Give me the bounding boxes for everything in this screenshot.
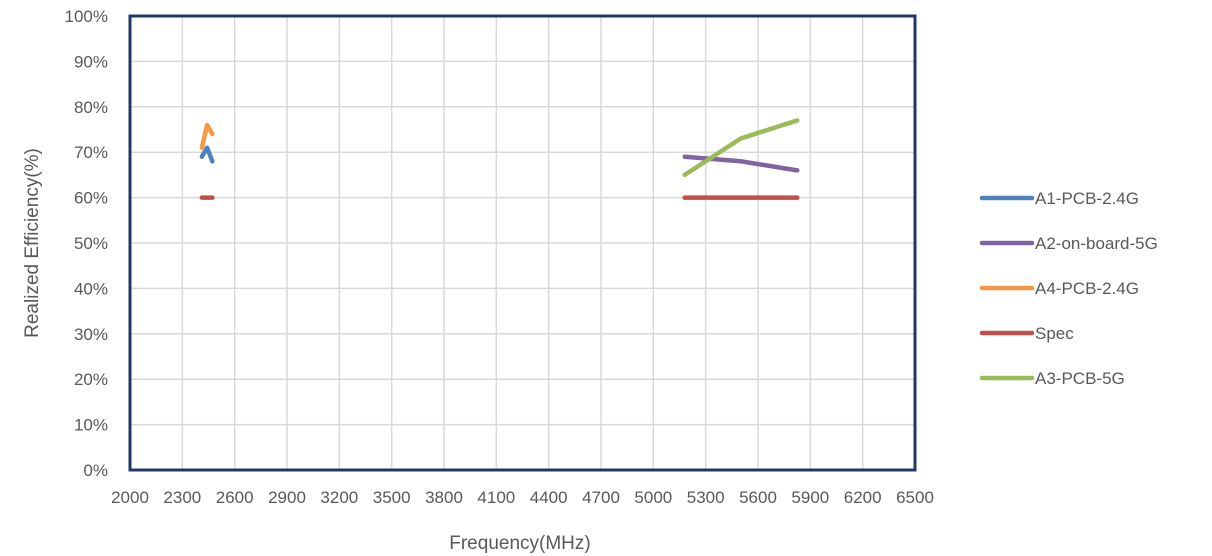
x-tick-label: 3500 xyxy=(373,488,411,507)
plot-area-border xyxy=(128,14,917,472)
x-axis-ticks: 2000 2300 2600 2900 3200 3500 3800 4100 4400 4700… xyxy=(111,488,934,507)
x-tick-label: 2900 xyxy=(268,488,306,507)
y-tick-label: 100% xyxy=(65,7,108,26)
x-tick-label: 5300 xyxy=(687,488,725,507)
y-tick-label: 20% xyxy=(74,370,108,389)
x-tick-label: 4700 xyxy=(582,488,620,507)
y-axis-title: Realized Efficiency(%) xyxy=(22,148,43,338)
series-line-a4-pcb-2-4g xyxy=(199,122,215,150)
x-tick-label: 4100 xyxy=(477,488,515,507)
y-tick-label: 90% xyxy=(74,52,108,71)
x-tick-label: 2300 xyxy=(163,488,201,507)
legend-label-a1-pcb-2-4g: A1-PCB-2.4G xyxy=(1035,189,1139,208)
x-tick-label: 4400 xyxy=(530,488,568,507)
x-tick-label: 5900 xyxy=(791,488,829,507)
x-tick-label: 6200 xyxy=(844,488,882,507)
x-tick-label: 5000 xyxy=(634,488,672,507)
series-line-a1-pcb-2-4g xyxy=(199,145,215,164)
y-tick-label: 50% xyxy=(74,234,108,253)
legend: A1-PCB-2.4G A2-on-board-5G A4-PCB-2.4G Spec… xyxy=(979,189,1158,388)
legend-label-a3-pcb-5g: A3-PCB-5G xyxy=(1035,369,1125,388)
legend-label-spec: Spec xyxy=(1035,324,1074,343)
x-tick-label: 2000 xyxy=(111,488,149,507)
x-tick-label: 3800 xyxy=(425,488,463,507)
legend-label-a4-pcb-2-4g: A4-PCB-2.4G xyxy=(1035,279,1139,298)
x-tick-label: 2600 xyxy=(216,488,254,507)
x-tick-label: 5600 xyxy=(739,488,777,507)
y-tick-label: 0% xyxy=(83,461,108,480)
y-tick-label: 40% xyxy=(74,279,108,298)
x-tick-label: 6500 xyxy=(896,488,934,507)
y-tick-label: 70% xyxy=(74,143,108,162)
series-line-a2-on-board-5g xyxy=(682,154,800,173)
series-line-a3-pcb-5g xyxy=(682,118,800,178)
series-lines xyxy=(199,118,800,200)
grid xyxy=(129,15,916,471)
y-axis-ticks: 0% 10% 20% 30% 40% 50% 60% 70% 80% 90% 100% xyxy=(65,7,108,480)
y-tick-label: 30% xyxy=(74,325,108,344)
legend-label-a2-on-board-5g: A2-on-board-5G xyxy=(1035,234,1158,253)
x-tick-label: 3200 xyxy=(320,488,358,507)
x-axis-title: Frequency(MHz) xyxy=(449,533,590,554)
y-tick-label: 60% xyxy=(74,189,108,208)
y-tick-label: 10% xyxy=(74,416,108,435)
y-tick-label: 80% xyxy=(74,98,108,117)
